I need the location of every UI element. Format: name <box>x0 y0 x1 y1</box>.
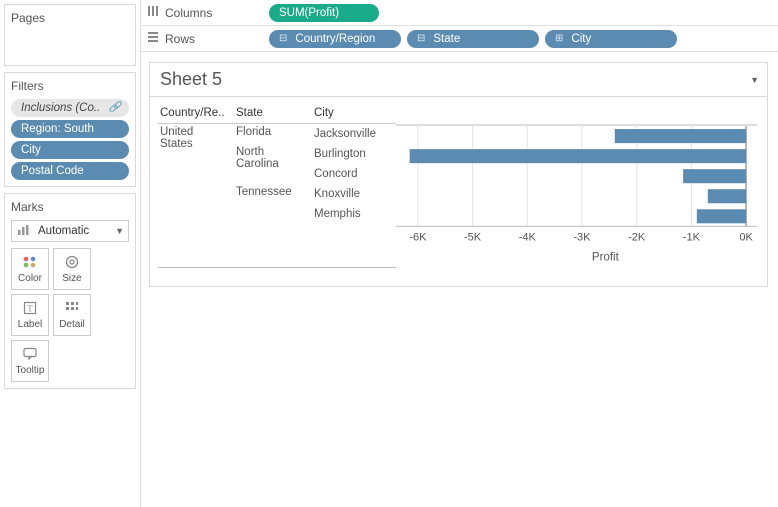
column-header[interactable]: City <box>312 105 396 124</box>
columns-shelf[interactable]: Columns SUM(Profit) <box>141 0 778 26</box>
filter-label: Inclusions (Co.. <box>21 101 100 115</box>
mark-button-label: Label <box>18 319 42 330</box>
mark-button-label: Color <box>18 273 42 284</box>
column-header[interactable]: Country/Re.. <box>158 105 234 124</box>
rows-shelf[interactable]: Rows ⊟ Country/Region ⊟ State ⊞ City <box>141 26 778 52</box>
tooltip-icon <box>22 346 38 362</box>
size-icon <box>64 254 80 270</box>
shelf-pill[interactable]: ⊟ State <box>407 30 539 48</box>
pill-label: City <box>571 33 591 45</box>
pill-label: SUM(Profit) <box>279 7 339 19</box>
svg-text:-6K: -6K <box>409 231 427 243</box>
pages-panel: Pages <box>4 4 136 66</box>
filters-panel: Filters Inclusions (Co.. 🔗 Region: South Ci… <box>4 72 136 187</box>
row-header-cell[interactable]: NorthCarolina <box>234 144 312 184</box>
label-icon: T <box>22 300 38 316</box>
filter-pill[interactable]: Region: South <box>11 120 129 138</box>
mark-button-label: Detail <box>59 319 85 330</box>
row-header-cell[interactable]: Burlington <box>312 144 396 164</box>
pill-label: State <box>433 33 460 45</box>
pill-label: Country/Region <box>295 33 375 45</box>
svg-text:0K: 0K <box>739 231 753 243</box>
pages-title: Pages <box>11 11 129 25</box>
bar-chart-icon <box>18 225 30 238</box>
row-header-cell[interactable]: Florida <box>234 124 312 144</box>
color-icon <box>22 254 38 270</box>
row-header-cell[interactable]: Jacksonville <box>312 124 396 144</box>
shelf-pill[interactable]: ⊞ City <box>545 30 677 48</box>
bar-chart: -6K -5K -4K -3K -2K -1K 0K Profit <box>396 105 757 268</box>
filters-title: Filters <box>11 79 129 93</box>
svg-text:-2K: -2K <box>628 231 646 243</box>
shelf-pill[interactable]: SUM(Profit) <box>269 4 379 22</box>
sheet-menu-caret-icon[interactable]: ▼ <box>750 75 759 85</box>
link-icon: 🔗 <box>109 101 121 115</box>
filter-label: Region: South <box>21 122 94 136</box>
svg-text:Profit: Profit <box>592 251 620 263</box>
svg-text:-3K: -3K <box>573 231 591 243</box>
column-header[interactable]: State <box>234 105 312 124</box>
svg-text:-4K: -4K <box>519 231 537 243</box>
svg-text:-1K: -1K <box>683 231 701 243</box>
filter-pill[interactable]: City <box>11 141 129 159</box>
mark-button-label: Tooltip <box>16 365 45 376</box>
mark-label-button[interactable]: T Label <box>11 294 49 336</box>
filter-label: Postal Code <box>21 164 84 178</box>
marks-type-label: Automatic <box>38 225 89 237</box>
svg-text:T: T <box>27 304 33 314</box>
hierarchy-icon: ⊟ <box>417 33 425 44</box>
row-header-cell[interactable]: UnitedStates <box>158 124 234 224</box>
mark-color-button[interactable]: Color <box>11 248 49 290</box>
row-header-cell[interactable]: Tennessee <box>234 184 312 224</box>
svg-text:-5K: -5K <box>464 231 482 243</box>
sheet-title: Sheet 5 <box>160 69 222 90</box>
mark-button-label: Size <box>62 273 81 284</box>
filter-pill[interactable]: Inclusions (Co.. 🔗 <box>11 99 129 117</box>
rows-icon <box>147 31 159 46</box>
rows-label: Rows <box>165 32 195 46</box>
hierarchy-icon: ⊟ <box>279 33 287 44</box>
filter-label: City <box>21 143 41 157</box>
mark-tooltip-button[interactable]: Tooltip <box>11 340 49 382</box>
detail-icon <box>64 300 80 316</box>
row-header-cell[interactable]: Knoxville <box>312 184 396 204</box>
marks-type-dropdown[interactable]: Automatic ▼ <box>11 220 129 242</box>
row-header-cell[interactable]: Memphis <box>312 204 396 224</box>
marks-title: Marks <box>11 200 129 214</box>
shelf-pill[interactable]: ⊟ Country/Region <box>269 30 401 48</box>
columns-icon <box>147 5 159 20</box>
hierarchy-icon: ⊞ <box>555 33 563 44</box>
mark-detail-button[interactable]: Detail <box>53 294 91 336</box>
filter-pill[interactable]: Postal Code <box>11 162 129 180</box>
marks-panel: Marks Automatic ▼ Color Size T Label Detail T… <box>4 193 136 389</box>
row-header-cell[interactable]: Concord <box>312 164 396 184</box>
caret-down-icon: ▼ <box>115 226 124 236</box>
sheet-container: Sheet 5 ▼ Country/Re..UnitedStatesStateF… <box>149 62 768 287</box>
columns-label: Columns <box>165 6 212 20</box>
mark-size-button[interactable]: Size <box>53 248 91 290</box>
